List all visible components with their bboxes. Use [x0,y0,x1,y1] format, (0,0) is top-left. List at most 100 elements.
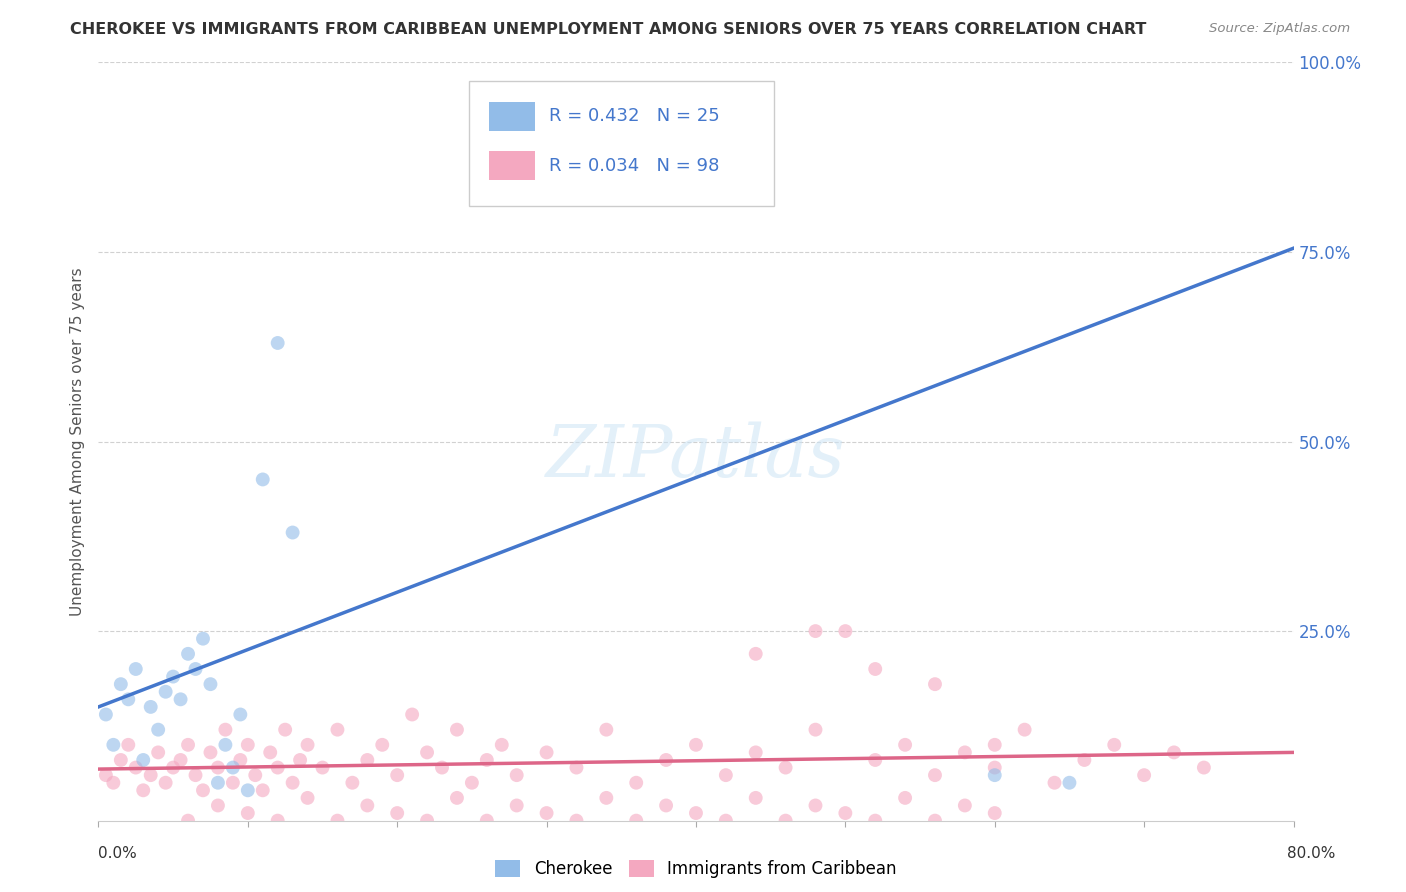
Point [984,806,1007,821]
Point [236,806,259,821]
Point [274,723,297,737]
Point [191,783,214,797]
Point [475,814,498,828]
Point [125,662,148,676]
Point [565,814,588,828]
Point [207,776,229,790]
Point [110,753,132,767]
Point [953,798,976,813]
Point [536,746,558,760]
Point [169,692,191,706]
Point [155,685,177,699]
Point [311,760,333,774]
Point [371,738,394,752]
Point [984,760,1007,774]
Point [236,738,259,752]
Text: 0.0%: 0.0% [98,846,138,861]
Point [117,692,139,706]
Point [685,738,707,752]
Point [281,525,304,540]
Point [191,632,214,646]
FancyBboxPatch shape [489,151,534,180]
Point [865,753,887,767]
Point [385,768,409,782]
Point [626,814,648,828]
Point [953,746,976,760]
Legend: Cherokee, Immigrants from Caribbean: Cherokee, Immigrants from Caribbean [489,853,903,884]
Point [1192,760,1215,774]
Point [297,738,319,752]
Point [745,647,768,661]
Point [177,738,200,752]
Point [804,624,827,639]
Point [924,814,946,828]
Point [326,723,349,737]
Point [834,806,856,821]
Point [200,746,222,760]
Point [1104,738,1126,752]
Point [169,753,191,767]
Point [446,723,468,737]
Point [461,776,484,790]
Point [924,768,946,782]
Point [1073,753,1095,767]
Point [595,791,617,805]
Point [94,768,117,782]
Point [139,699,162,714]
Point [297,791,319,805]
Point [626,776,648,790]
Point [984,768,1007,782]
Point [252,473,274,487]
Point [475,753,498,767]
Point [356,798,378,813]
Point [222,776,245,790]
Point [491,738,513,752]
Text: ZIPatlas: ZIPatlas [546,421,846,492]
Point [655,798,678,813]
Point [430,760,453,774]
Point [714,768,737,782]
Point [595,723,617,737]
Point [214,738,236,752]
Point [229,707,252,722]
Point [865,662,887,676]
Point [356,753,378,767]
Point [714,814,737,828]
Point [155,776,177,790]
Point [103,776,125,790]
Point [775,814,797,828]
Point [536,806,558,821]
Point [894,738,917,752]
Point [506,798,529,813]
Point [416,746,439,760]
Point [132,783,155,797]
Point [259,746,281,760]
Point [1133,768,1156,782]
Point [207,798,229,813]
Point [775,760,797,774]
Point [184,662,207,676]
Point [288,753,311,767]
Point [103,738,125,752]
Point [385,806,409,821]
Point [685,806,707,821]
Point [804,723,827,737]
Point [281,776,304,790]
Point [1163,746,1185,760]
Point [745,746,768,760]
Point [125,760,148,774]
Point [416,814,439,828]
Point [804,798,827,813]
Point [236,783,259,797]
Point [110,677,132,691]
Point [177,647,200,661]
Point [924,677,946,691]
Point [865,814,887,828]
Point [245,768,267,782]
Point [184,768,207,782]
Point [148,723,170,737]
FancyBboxPatch shape [489,102,534,130]
Point [834,624,856,639]
Point [148,746,170,760]
Point [94,707,117,722]
